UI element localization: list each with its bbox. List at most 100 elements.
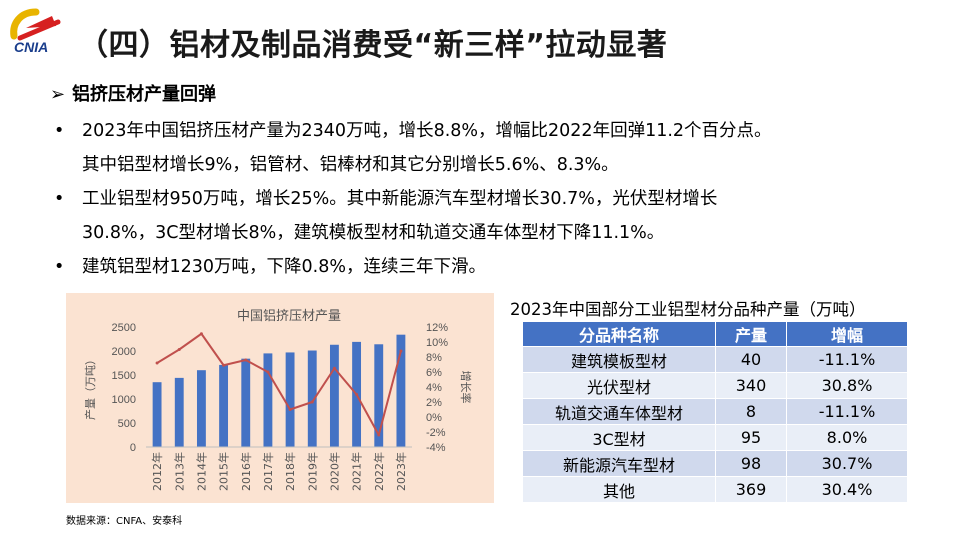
table-cell: 8.0% bbox=[786, 424, 908, 451]
bar bbox=[241, 358, 251, 447]
table-cell: 30.8% bbox=[786, 372, 908, 399]
growth-point bbox=[222, 363, 226, 367]
y2-tick-label: 6% bbox=[426, 367, 442, 379]
growth-point bbox=[199, 332, 203, 336]
bullet-dot-icon: • bbox=[54, 121, 65, 141]
bullet-item: • 2023年中国铝挤压材产量为2340万吨，增长8.8%，增幅比2022年回弹1… bbox=[52, 114, 942, 182]
table-row: 轨道交通车体型材 8 -11.1% bbox=[522, 398, 908, 425]
bullet-list: • 2023年中国铝挤压材产量为2340万吨，增长8.8%，增幅比2022年回弹1… bbox=[52, 114, 942, 284]
y2-tick-label: -2% bbox=[426, 427, 446, 439]
table-cell: 8 bbox=[715, 398, 787, 425]
x-tick-label: 2017年 bbox=[261, 452, 275, 491]
growth-point bbox=[177, 348, 181, 351]
y2-tick-label: 4% bbox=[426, 382, 442, 394]
x-tick-label: 2015年 bbox=[217, 452, 231, 491]
column-header-growth: 增幅 bbox=[786, 321, 908, 347]
table-title: 2023年中国部分工业铝型材分品种产量（万吨） bbox=[510, 300, 866, 319]
growth-point bbox=[355, 393, 359, 396]
logo-text: CNIA bbox=[14, 39, 48, 55]
table-row: 3C型材 95 8.0% bbox=[522, 424, 908, 451]
table-row: 建筑模板型材 40 -11.1% bbox=[522, 346, 908, 373]
bullet-line: 其中铝型材增长9%，铝管材、铝棒材和其它分别增长5.6%、8.3%。 bbox=[82, 155, 619, 175]
bullet-dot-icon: • bbox=[54, 189, 65, 209]
production-table: 分品种名称 产量 增幅 建筑模板型材 40 -11.1% 光伏型材 340 30.8% 轨道… bbox=[522, 321, 908, 503]
bullet-dot-icon: • bbox=[54, 257, 65, 277]
data-source: 数据来源：CNFA、安泰科 bbox=[66, 516, 183, 527]
y2-axis-label: 增长率 bbox=[459, 371, 473, 404]
y2-tick-label: 0% bbox=[426, 412, 442, 424]
table-row: 光伏型材 340 30.8% bbox=[522, 372, 908, 399]
x-tick-label: 2014年 bbox=[194, 452, 208, 491]
table-cell: 98 bbox=[715, 450, 787, 477]
bar bbox=[307, 350, 317, 447]
bullet-item: • 工业铝型材950万吨，增长25%。其中新能源汽车型材增长30.7%，光伏型材增… bbox=[52, 182, 942, 250]
table-cell: -11.1% bbox=[786, 398, 908, 425]
bullet-line: 2023年中国铝挤压材产量为2340万吨，增长8.8%，增幅比2022年回弹11… bbox=[82, 121, 772, 141]
y-tick-label: 2500 bbox=[112, 322, 136, 334]
production-chart: 中国铝挤压材产量 0 500 1000 1500 2000 2500 -4% -2% 0% 2% 4%… bbox=[66, 293, 494, 503]
x-tick-label: 2018年 bbox=[283, 452, 297, 491]
table-cell: -11.1% bbox=[786, 346, 908, 373]
bullet-line: 建筑铝型材1230万吨，下降0.8%，连续三年下滑。 bbox=[82, 257, 486, 277]
x-tick-label: 2019年 bbox=[305, 452, 319, 491]
cnia-logo: CNIA bbox=[6, 8, 66, 56]
growth-point bbox=[155, 361, 159, 365]
table-cell: 340 bbox=[715, 372, 787, 399]
table-cell: 30.7% bbox=[786, 450, 908, 477]
growth-point bbox=[244, 358, 248, 362]
table-cell: 光伏型材 bbox=[522, 372, 716, 399]
growth-point bbox=[266, 370, 270, 374]
y-tick-label: 0 bbox=[130, 442, 136, 454]
arrow-right-icon: ➢ bbox=[50, 84, 66, 105]
bullet-line: 工业铝型材950万吨，增长25%。其中新能源汽车型材增长30.7%，光伏型材增长 bbox=[82, 189, 718, 209]
growth-point bbox=[399, 349, 403, 353]
bar bbox=[374, 344, 384, 447]
bar bbox=[285, 352, 295, 447]
y2-tick-label: 10% bbox=[426, 337, 448, 349]
y-tick-label: 500 bbox=[118, 418, 136, 430]
bar bbox=[174, 377, 184, 447]
table-cell: 95 bbox=[715, 424, 787, 451]
bullet-item: • 建筑铝型材1230万吨，下降0.8%，连续三年下滑。 bbox=[52, 250, 942, 284]
x-tick-label: 2023年 bbox=[394, 452, 408, 491]
growth-point bbox=[288, 408, 292, 411]
table-cell: 轨道交通车体型材 bbox=[522, 398, 716, 425]
bar bbox=[263, 353, 273, 447]
bar bbox=[396, 334, 406, 447]
bar bbox=[219, 364, 229, 447]
y-axis-label: 产量（万吨） bbox=[83, 354, 97, 420]
column-header-name: 分品种名称 bbox=[522, 321, 716, 347]
x-tick-label: 2012年 bbox=[150, 452, 164, 491]
table-cell: 建筑模板型材 bbox=[522, 346, 716, 373]
y2-tick-label: 12% bbox=[426, 322, 448, 334]
bar bbox=[329, 344, 339, 447]
growth-point bbox=[332, 366, 336, 370]
page-title: （四）铝材及制品消费受“新三样”拉动显著 bbox=[78, 28, 668, 63]
growth-line bbox=[156, 332, 402, 436]
chart-title: 中国铝挤压材产量 bbox=[237, 309, 341, 324]
table-header-row: 分品种名称 产量 增幅 bbox=[522, 321, 908, 347]
table-cell: 3C型材 bbox=[522, 424, 716, 451]
y2-tick-label: 2% bbox=[426, 397, 442, 409]
table-cell: 其他 bbox=[522, 476, 716, 503]
y2-tick-label: -4% bbox=[426, 442, 446, 454]
bar bbox=[196, 370, 206, 447]
bullet-line: 30.8%，3C型材增长8%，建筑模板型材和轨道交通车体型材下降11.1%。 bbox=[82, 223, 665, 243]
table-cell: 30.4% bbox=[786, 476, 908, 503]
table-row: 其他 369 30.4% bbox=[522, 476, 908, 503]
x-tick-label: 2021年 bbox=[350, 452, 364, 491]
x-tick-label: 2022年 bbox=[372, 452, 386, 491]
subheading-text: 铝挤压材产量回弹 bbox=[72, 84, 216, 105]
table-row: 新能源汽车型材 98 30.7% bbox=[522, 450, 908, 477]
y-tick-label: 1000 bbox=[112, 394, 136, 406]
subheading: ➢ 铝挤压材产量回弹 bbox=[50, 80, 216, 106]
growth-point bbox=[377, 433, 381, 437]
table-cell: 369 bbox=[715, 476, 787, 503]
growth-point bbox=[310, 400, 314, 404]
y-tick-label: 2000 bbox=[112, 346, 136, 358]
y-tick-label: 1500 bbox=[112, 370, 136, 382]
x-tick-label: 2016年 bbox=[239, 452, 253, 491]
x-tick-label: 2020年 bbox=[327, 452, 341, 491]
table-cell: 新能源汽车型材 bbox=[522, 450, 716, 477]
y2-tick-label: 8% bbox=[426, 352, 442, 364]
